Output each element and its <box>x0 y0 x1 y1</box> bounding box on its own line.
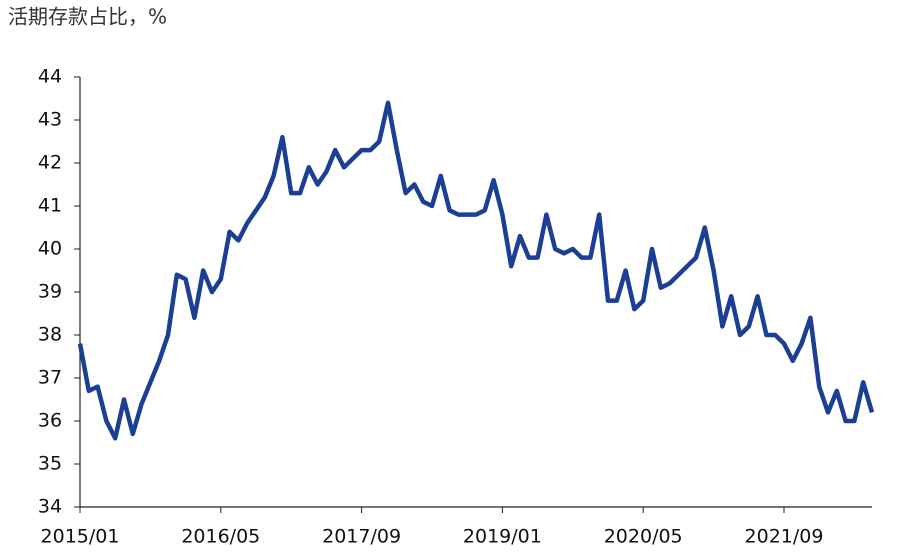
y-tick-label: 40 <box>38 238 62 260</box>
y-tick-label: 34 <box>38 496 62 518</box>
y-tick-label: 44 <box>38 66 62 88</box>
y-tick-label: 41 <box>38 195 62 217</box>
y-tick-label: 42 <box>38 152 62 174</box>
x-tick-label: 2015/01 <box>41 526 120 548</box>
y-tick-label: 37 <box>38 367 62 389</box>
x-tick-label: 2020/05 <box>604 526 683 548</box>
chart-title: 活期存款占比，% <box>8 5 167 29</box>
y-tick-label: 43 <box>38 109 62 131</box>
x-tick-label: 2016/05 <box>181 526 260 548</box>
y-tick-label: 39 <box>38 281 62 303</box>
y-tick-label: 38 <box>38 324 62 346</box>
y-tick-label: 36 <box>38 410 62 432</box>
x-tick-label: 2019/01 <box>463 526 542 548</box>
y-tick-label: 35 <box>38 453 62 475</box>
data-line <box>77 100 875 441</box>
x-tick-label: 2017/09 <box>322 526 401 548</box>
x-tick-label: 2021/09 <box>745 526 824 548</box>
